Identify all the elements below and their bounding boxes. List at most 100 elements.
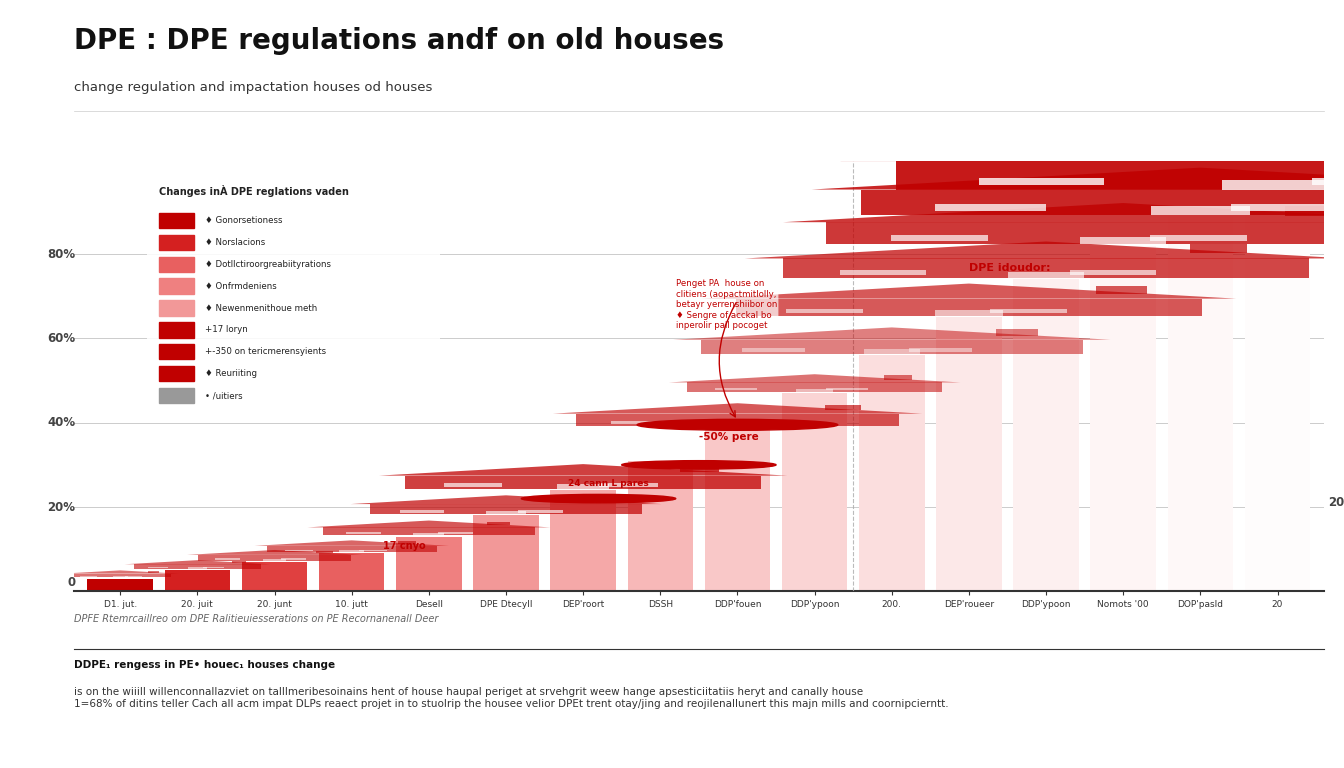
Bar: [1150, 235, 1247, 241]
Bar: [827, 388, 868, 390]
Bar: [345, 532, 380, 534]
Text: +17 loryn: +17 loryn: [206, 326, 247, 334]
Polygon shape: [125, 560, 270, 564]
Text: ♦ Gonorsetioness: ♦ Gonorsetioness: [206, 216, 282, 225]
Bar: [159, 235, 194, 250]
Bar: [784, 259, 1309, 278]
Bar: [487, 511, 526, 515]
Text: 80%: 80%: [47, 247, 75, 260]
Text: Penget PA  house on
clitiens (aopactmitlolly,
betayr yerrenshiibor on
♦ Sengre o: Penget PA house on clitiens (aopactmitlo…: [676, 280, 777, 330]
Bar: [714, 422, 761, 425]
Bar: [125, 576, 141, 577]
Polygon shape: [673, 327, 1110, 339]
Bar: [687, 382, 942, 392]
Polygon shape: [669, 374, 961, 382]
Bar: [316, 551, 333, 554]
Bar: [1150, 207, 1250, 215]
Bar: [891, 235, 988, 241]
Bar: [937, 317, 1001, 591]
Bar: [159, 366, 194, 382]
Bar: [203, 567, 224, 568]
Bar: [285, 550, 313, 551]
Polygon shape: [812, 167, 1344, 190]
Text: change regulation and impactation houses od houses: change regulation and impactation houses…: [74, 81, 433, 94]
Bar: [1081, 237, 1167, 244]
Bar: [1312, 177, 1344, 185]
Polygon shape: [745, 241, 1344, 259]
Bar: [859, 356, 925, 591]
Bar: [796, 389, 833, 392]
Text: +-350 on tericmerensyients: +-350 on tericmerensyients: [206, 347, 327, 356]
Bar: [935, 310, 1003, 316]
Bar: [242, 562, 308, 591]
Bar: [864, 349, 919, 354]
Polygon shape: [351, 495, 661, 504]
Bar: [1189, 244, 1247, 253]
Text: ♦ Newenmenithoue meth: ♦ Newenmenithoue meth: [206, 303, 317, 313]
Bar: [612, 421, 664, 424]
Bar: [700, 339, 1083, 354]
Bar: [215, 558, 239, 560]
Bar: [1097, 286, 1148, 294]
Bar: [323, 528, 535, 535]
Bar: [519, 510, 563, 513]
Circle shape: [521, 495, 676, 503]
Bar: [267, 546, 437, 552]
Text: ♦ Onfrmdeniens: ♦ Onfrmdeniens: [206, 282, 277, 290]
Bar: [827, 222, 1344, 244]
Text: 17 cnyo: 17 cnyo: [383, 541, 425, 551]
Text: -4 cang
-50% pere: -4 cang -50% pere: [699, 420, 758, 442]
Bar: [159, 344, 194, 359]
Bar: [895, 161, 1344, 190]
Bar: [704, 427, 770, 591]
Bar: [405, 475, 761, 489]
Bar: [1222, 180, 1333, 190]
Text: DPFE Rtemrcaillreo om DPE Ralitieuiesserations on PE Recornanenall Deer: DPFE Rtemrcaillreo om DPE Ralitieuiesser…: [74, 614, 438, 624]
Bar: [825, 405, 860, 410]
Bar: [487, 521, 509, 525]
Bar: [370, 504, 642, 515]
Bar: [550, 490, 616, 591]
Bar: [159, 213, 194, 228]
Bar: [263, 558, 286, 561]
Bar: [159, 300, 194, 316]
Circle shape: [637, 419, 837, 430]
Bar: [1245, 190, 1310, 591]
Bar: [473, 515, 539, 591]
Bar: [935, 204, 1046, 211]
Polygon shape: [62, 571, 179, 574]
Text: Changes inÀ DPE reglations vaden: Changes inÀ DPE reglations vaden: [159, 185, 348, 197]
Bar: [628, 461, 694, 591]
Text: 24 cann L pares: 24 cann L pares: [567, 479, 648, 488]
Text: • /uitiers: • /uitiers: [206, 391, 243, 400]
Bar: [87, 579, 153, 591]
Text: DPE : DPE regulations andf on old houses: DPE : DPE regulations andf on old houses: [74, 27, 724, 55]
Bar: [70, 574, 171, 578]
Text: ♦ Norslacions: ♦ Norslacions: [206, 238, 265, 247]
Polygon shape: [308, 521, 550, 528]
Bar: [444, 483, 503, 487]
Polygon shape: [379, 464, 788, 475]
Bar: [148, 182, 441, 402]
Text: ♦ Dotllctiroorgreabiityrations: ♦ Dotllctiroorgreabiityrations: [206, 260, 331, 269]
Polygon shape: [840, 137, 1344, 161]
Bar: [1090, 246, 1156, 591]
Bar: [1168, 216, 1234, 591]
Bar: [159, 279, 194, 293]
Text: 20%: 20%: [47, 501, 75, 514]
Bar: [1285, 206, 1344, 217]
Bar: [715, 388, 757, 390]
Text: DDPE₁ rengess in PE• houec₁ houses change is on the wiiill willenconnallazviet o: DDPE₁ rengess in PE• houec₁ houses chang…: [74, 660, 1099, 682]
Bar: [319, 554, 384, 591]
Polygon shape: [702, 283, 1236, 299]
Bar: [680, 466, 719, 472]
Bar: [909, 348, 972, 352]
Text: is on the wiiill willenconnallazviet on talllmeribesoinains hent of house haupal: is on the wiiill willenconnallazviet on …: [74, 687, 949, 709]
Bar: [1013, 280, 1079, 591]
Text: DDPE₁ rengess in PE• houec₁ houses change: DDPE₁ rengess in PE• houec₁ houses chang…: [74, 660, 335, 670]
Bar: [148, 567, 168, 568]
Bar: [113, 576, 128, 578]
Bar: [1070, 270, 1156, 275]
Bar: [991, 309, 1067, 313]
Bar: [414, 533, 445, 535]
